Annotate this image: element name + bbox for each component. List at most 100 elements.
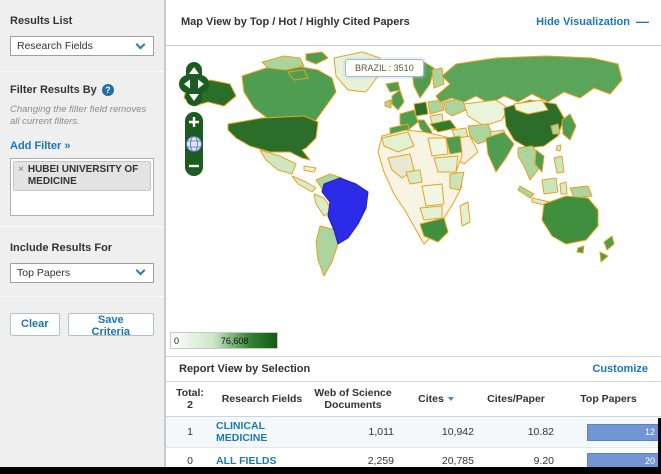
report-table: Total: 2 Research Fields Web of Science …: [166, 381, 661, 474]
country-germany: [413, 101, 429, 117]
country-libya: [427, 137, 449, 157]
research-field-link[interactable]: ALL FIELDS: [216, 455, 277, 468]
map-pan-control[interactable]: [179, 61, 209, 106]
zoom-in-button[interactable]: [189, 116, 199, 127]
column-header-top-papers[interactable]: Top Papers: [556, 381, 661, 418]
map-visualization[interactable]: BRAZIL : 3510: [166, 45, 661, 330]
help-icon[interactable]: ?: [101, 84, 114, 96]
table-header-row: Total: 2 Research Fields Web of Science …: [166, 381, 661, 418]
map-tooltip: BRAZIL : 3510: [345, 58, 424, 77]
cites-value: 20,785: [441, 455, 474, 468]
hide-visualization-label[interactable]: Hide Visualization: [536, 16, 630, 29]
country-mongolia: [513, 99, 549, 115]
country-cuba: [303, 165, 317, 173]
pan-left-icon: [184, 79, 190, 89]
country-turkey: [429, 119, 457, 133]
cites-label: Cites: [418, 392, 444, 405]
country-drc: [421, 183, 445, 207]
country-se-asia: [517, 145, 541, 181]
legend-max-label: 76,608: [220, 335, 249, 346]
country-egypt: [445, 135, 463, 155]
clear-button[interactable]: Clear: [10, 312, 60, 336]
country-madagascar: [459, 201, 471, 227]
hide-visualization-link[interactable]: Hide Visualization —: [536, 14, 649, 30]
chevron-down-icon: [135, 265, 146, 276]
map-header: Map View by Top / Hot / Highly Cited Pap…: [166, 0, 661, 46]
globe-reset-button[interactable]: [186, 135, 202, 152]
results-list-label: Results List: [10, 15, 73, 27]
results-list-select[interactable]: Research Fields: [10, 36, 154, 56]
pan-right-icon: [198, 79, 204, 89]
country-sudan-chad: [433, 155, 459, 173]
country-poland: [427, 99, 445, 115]
cites-per-paper-value: 9.20: [533, 455, 554, 468]
report-view-title: Report View by Selection: [179, 362, 311, 375]
country-algeria-morocco: [381, 131, 415, 153]
map-view-title: Map View by Top / Hot / Highly Cited Pap…: [181, 16, 410, 29]
column-header-cites[interactable]: Cites: [396, 381, 476, 418]
country-kazakhstan: [463, 99, 509, 127]
country-brazil-highlighted: [321, 177, 369, 245]
save-criteria-button[interactable]: Save Criteria: [67, 312, 154, 338]
country-new-zealand: [599, 251, 609, 263]
country-east-africa: [449, 171, 465, 191]
chevron-down-icon: [135, 39, 146, 49]
country-iceland: [385, 81, 401, 93]
country-borneo: [541, 177, 559, 195]
country-mexico: [259, 149, 297, 175]
remove-filter-icon[interactable]: ×: [18, 163, 24, 175]
arctic-islands: [305, 51, 329, 65]
pan-up-icon: [189, 66, 199, 74]
country-australia: [541, 195, 599, 245]
cites-value: 10,942: [441, 426, 474, 439]
sidebar: Results List Research Fields Filter Resu…: [0, 0, 164, 474]
window-bottom-edge: [0, 467, 661, 474]
main-panel: Map View by Top / Hot / Highly Cited Pap…: [166, 0, 661, 474]
column-header-documents[interactable]: Web of Science Documents: [310, 381, 396, 418]
map-zoom-control[interactable]: [185, 111, 203, 176]
sort-desc-icon: [447, 397, 454, 402]
country-korea: [550, 123, 561, 135]
country-japan: [561, 113, 577, 141]
sidebar-divider: [0, 295, 164, 297]
include-results-select[interactable]: Top Papers: [10, 262, 154, 283]
country-ireland: [384, 99, 392, 109]
country-new-guinea: [569, 185, 593, 199]
map-legend: 0 76,608: [166, 330, 661, 357]
top-papers-bar: 12: [587, 423, 659, 441]
map-navigation-controls[interactable]: [178, 60, 210, 182]
include-results-label: Include Results For: [10, 241, 113, 254]
world-choropleth-map[interactable]: [166, 46, 661, 330]
filter-tag-label: HUBEI UNIVERSITY OF MEDICINE: [27, 163, 139, 187]
results-list-value: Research Fields: [17, 40, 93, 52]
pan-down-icon: [189, 93, 199, 101]
country-south-africa: [419, 217, 449, 243]
research-field-link[interactable]: CLINICAL MEDICINE: [216, 420, 268, 445]
report-view-header: Report View by Selection Customize: [166, 357, 661, 382]
collapse-icon[interactable]: —: [636, 14, 649, 30]
filter-tag[interactable]: × HUBEI UNIVERSITY OF MEDICINE: [13, 160, 151, 191]
row-rank: 1: [187, 426, 193, 439]
column-header-research-fields[interactable]: Research Fields: [214, 381, 310, 418]
documents-value: 2,259: [367, 455, 394, 468]
arctic-islands: [261, 55, 305, 71]
column-header-cites-per-paper[interactable]: Cites/Paper: [476, 381, 556, 418]
country-new-zealand: [603, 235, 615, 251]
customize-link[interactable]: Customize: [592, 362, 648, 375]
country-uk: [391, 89, 405, 111]
filter-note: Changing the filter field removes all cu…: [10, 104, 147, 127]
country-vietnam: [534, 149, 545, 173]
sidebar-divider: [0, 71, 164, 72]
documents-value: 1,011: [368, 426, 395, 439]
country-angola-zambia: [419, 205, 443, 221]
country-usa: [227, 115, 319, 161]
column-header-total: Total: 2: [166, 381, 214, 418]
arctic-islands: [287, 69, 309, 81]
country-philippines: [553, 155, 565, 174]
country-taiwan: [555, 144, 562, 152]
add-filter-link[interactable]: Add Filter »: [10, 139, 71, 152]
country-malaysia: [517, 185, 535, 199]
filter-results-label: Filter Results By: [10, 84, 97, 96]
legend-min-label: 0: [174, 335, 180, 346]
